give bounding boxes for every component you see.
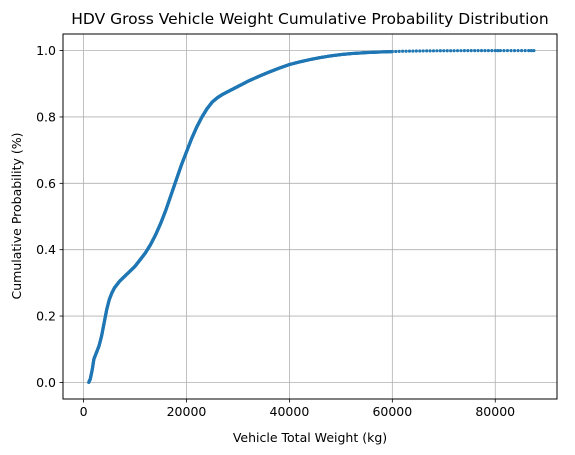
y-axis-label: Cumulative Probability (%) bbox=[9, 133, 24, 300]
data-point-fill bbox=[397, 49, 401, 53]
y-tick-label: 0.4 bbox=[36, 242, 56, 257]
data-point-fill bbox=[438, 49, 442, 53]
y-tick-label: 1.0 bbox=[36, 43, 56, 58]
data-point-fill bbox=[476, 49, 480, 53]
data-point-fill bbox=[425, 49, 429, 53]
data-point-fill bbox=[523, 48, 527, 53]
x-tick-label: 20000 bbox=[167, 404, 207, 419]
data-point bbox=[527, 48, 531, 53]
data-point bbox=[411, 49, 415, 53]
data-point-fill bbox=[490, 49, 494, 53]
data-point-fill bbox=[469, 49, 473, 53]
data-point-fill bbox=[435, 49, 439, 53]
data-point bbox=[493, 49, 497, 53]
data-point-fill bbox=[512, 48, 517, 53]
data-point-fill bbox=[466, 49, 470, 53]
x-tick-label: 80000 bbox=[475, 404, 515, 419]
y-tick-label: 0.2 bbox=[36, 309, 56, 324]
grid-lines bbox=[63, 34, 557, 399]
data-point-fill bbox=[529, 48, 533, 53]
data-point-fill bbox=[394, 49, 398, 54]
data-point-fill bbox=[428, 49, 432, 53]
data-point-fill bbox=[459, 49, 463, 53]
y-tick-label: 0.8 bbox=[36, 109, 56, 124]
data-point-fill bbox=[520, 48, 524, 53]
data-point-fill bbox=[505, 48, 510, 53]
y-tick-label: 0.0 bbox=[36, 375, 56, 390]
plot-frame bbox=[62, 33, 558, 400]
data-point-fill bbox=[516, 48, 520, 53]
data-point-fill bbox=[479, 49, 484, 53]
data-point bbox=[532, 48, 536, 53]
data-point bbox=[473, 49, 477, 53]
x-tick-label: 0 bbox=[80, 404, 88, 419]
data-point bbox=[462, 49, 466, 53]
data-point-fill bbox=[414, 49, 418, 53]
data-point-fill bbox=[445, 49, 449, 53]
data-point-fill bbox=[404, 49, 408, 53]
data-points bbox=[87, 48, 536, 385]
chart-title: HDV Gross Vehicle Weight Cumulative Prob… bbox=[71, 10, 548, 28]
data-point-fill bbox=[496, 48, 500, 53]
data-point-fill bbox=[407, 49, 412, 53]
data-point-fill bbox=[449, 49, 453, 53]
x-tick-label: 40000 bbox=[270, 404, 310, 419]
data-point-fill bbox=[509, 48, 513, 53]
data-point bbox=[401, 49, 405, 53]
x-axis-label: Vehicle Total Weight (kg) bbox=[233, 430, 387, 445]
data-point bbox=[421, 49, 425, 53]
data-point bbox=[442, 49, 446, 53]
data-point bbox=[431, 49, 436, 53]
data-point-fill bbox=[483, 49, 487, 53]
y-tick-label: 0.6 bbox=[36, 176, 56, 191]
data-point-fill bbox=[418, 49, 422, 53]
data-point-fill bbox=[390, 50, 394, 54]
data-point bbox=[452, 49, 456, 53]
data-point-fill bbox=[455, 49, 460, 53]
data-point-fill bbox=[502, 48, 506, 53]
axis-ticks: 0 20000 40000 60000 80000 0.0 0.2 0.4 0.6 0.8 1.0 bbox=[36, 43, 515, 419]
x-tick-label: 60000 bbox=[372, 404, 412, 419]
data-point-fill bbox=[486, 49, 490, 53]
data-point bbox=[498, 48, 502, 53]
